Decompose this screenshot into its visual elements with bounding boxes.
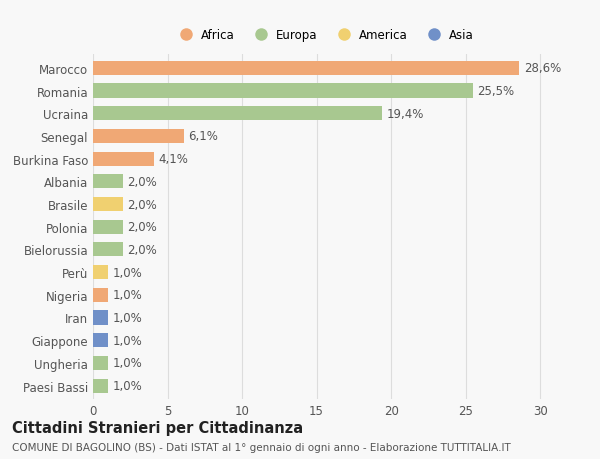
Text: 2,0%: 2,0% <box>127 243 157 256</box>
Text: 1,0%: 1,0% <box>112 357 142 369</box>
Text: 28,6%: 28,6% <box>524 62 561 75</box>
Text: 2,0%: 2,0% <box>127 175 157 188</box>
Text: 19,4%: 19,4% <box>386 107 424 120</box>
Text: 2,0%: 2,0% <box>127 198 157 211</box>
Bar <box>93 311 108 325</box>
Bar <box>93 107 382 121</box>
Legend: Africa, Europa, America, Asia: Africa, Europa, America, Asia <box>174 29 474 42</box>
Text: Cittadini Stranieri per Cittadinanza: Cittadini Stranieri per Cittadinanza <box>12 420 303 435</box>
Bar <box>93 243 123 257</box>
Text: 6,1%: 6,1% <box>188 130 218 143</box>
Bar <box>93 379 108 393</box>
Text: 1,0%: 1,0% <box>112 311 142 324</box>
Bar <box>93 220 123 234</box>
Text: 1,0%: 1,0% <box>112 289 142 302</box>
Bar <box>93 333 108 347</box>
Bar <box>93 265 108 280</box>
Bar <box>93 197 123 212</box>
Text: 1,0%: 1,0% <box>112 379 142 392</box>
Bar <box>93 288 108 302</box>
Text: 25,5%: 25,5% <box>478 85 515 98</box>
Text: 4,1%: 4,1% <box>158 153 188 166</box>
Text: 2,0%: 2,0% <box>127 221 157 234</box>
Bar <box>93 129 184 144</box>
Text: COMUNE DI BAGOLINO (BS) - Dati ISTAT al 1° gennaio di ogni anno - Elaborazione T: COMUNE DI BAGOLINO (BS) - Dati ISTAT al … <box>12 442 511 452</box>
Bar <box>93 175 123 189</box>
Bar <box>93 356 108 370</box>
Bar <box>93 84 473 98</box>
Bar <box>93 62 519 76</box>
Text: 1,0%: 1,0% <box>112 334 142 347</box>
Bar <box>93 152 154 166</box>
Text: 1,0%: 1,0% <box>112 266 142 279</box>
